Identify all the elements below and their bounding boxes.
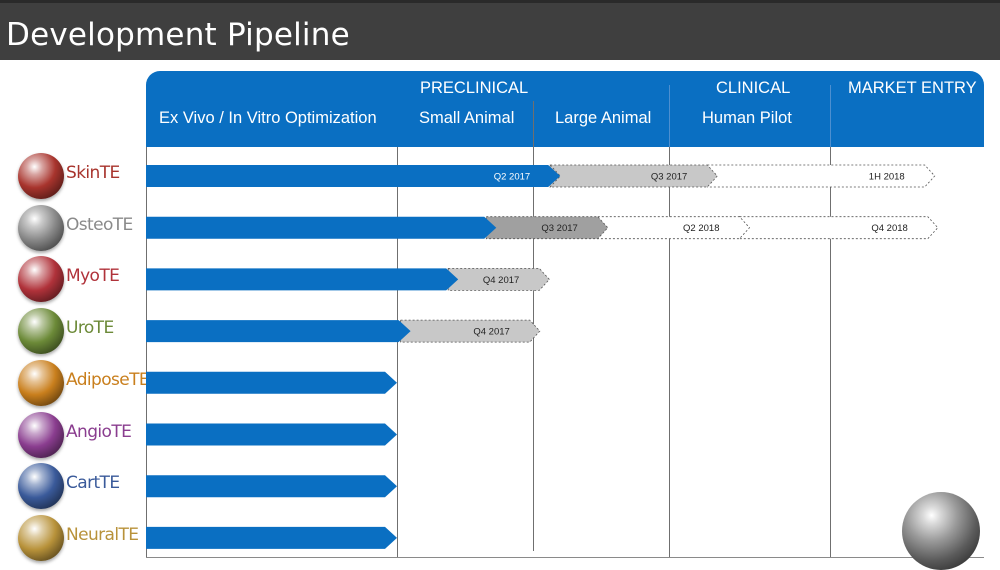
- page-title: Development Pipeline: [6, 17, 350, 53]
- milestone-label: Q2 2017: [494, 172, 530, 183]
- milestone-arrow: [739, 216, 939, 240]
- milestone-label: Q3 2017: [541, 223, 577, 234]
- progress-bar: [146, 475, 397, 498]
- phase-label-clinical: CLINICAL: [716, 79, 791, 97]
- header-divider-3: [830, 85, 831, 147]
- milestone-label: Q4 2017: [483, 275, 519, 286]
- product-label: AdiposeTE: [66, 369, 150, 390]
- header-band: [146, 71, 984, 147]
- progress-bar: [146, 216, 497, 239]
- progress-bar: [146, 526, 397, 549]
- milestone-label: 1H 2018: [869, 172, 905, 183]
- milestone-label: Q4 2018: [871, 223, 907, 234]
- product-sphere-icon: [18, 411, 64, 458]
- product-sphere-icon: [18, 359, 64, 406]
- product-label: OsteoTE: [66, 214, 133, 235]
- progress-bar: [146, 165, 561, 187]
- grid-line-4: [669, 147, 670, 557]
- progress-bar: [146, 371, 397, 394]
- grid-line-2: [397, 147, 398, 557]
- grid-line-5: [830, 147, 831, 557]
- milestone-label: Q2 2018: [683, 223, 719, 234]
- progress-bar: [146, 320, 411, 343]
- baseline: [146, 557, 984, 558]
- progress-bar: [146, 423, 397, 446]
- product-label: SkinTE: [66, 163, 120, 183]
- product-sphere-icon: [18, 153, 64, 199]
- stage-label-large-animal: Large Animal: [555, 109, 652, 127]
- milestone-label: Q3 2017: [651, 172, 687, 183]
- product-sphere-icon: [18, 204, 64, 251]
- stage-label-human-pilot: Human Pilot: [702, 109, 792, 127]
- chrome-sphere-logo: [902, 492, 980, 570]
- product-sphere-icon: [18, 514, 64, 561]
- grid-line-1: [146, 147, 147, 557]
- stage-label-small-animal: Small Animal: [419, 109, 515, 127]
- product-sphere-icon: [18, 463, 64, 510]
- product-sphere-icon: [18, 308, 64, 355]
- product-label: AngioTE: [66, 421, 132, 442]
- milestone-label: Q4 2017: [473, 327, 509, 338]
- product-label: UroTE: [66, 318, 114, 339]
- milestone-arrow: [447, 268, 550, 291]
- title-bar: Development Pipeline: [0, 0, 1000, 60]
- phase-label-market-entry: MARKET ENTRY: [848, 79, 977, 97]
- progress-bar: [146, 268, 459, 291]
- product-label: MyoTE: [66, 266, 120, 287]
- milestone-arrow: [400, 319, 541, 343]
- header-divider-2: [669, 85, 670, 147]
- product-label: NeuralTE: [66, 524, 139, 545]
- product-sphere-icon: [18, 256, 64, 303]
- milestone-arrow: [549, 164, 718, 188]
- phase-label-preclinical: PRECLINICAL: [420, 79, 529, 97]
- stage-label-ex-vivo: Ex Vivo / In Vitro Optimization: [159, 109, 377, 127]
- product-label: CartTE: [66, 473, 120, 494]
- milestone-arrow: [597, 216, 751, 240]
